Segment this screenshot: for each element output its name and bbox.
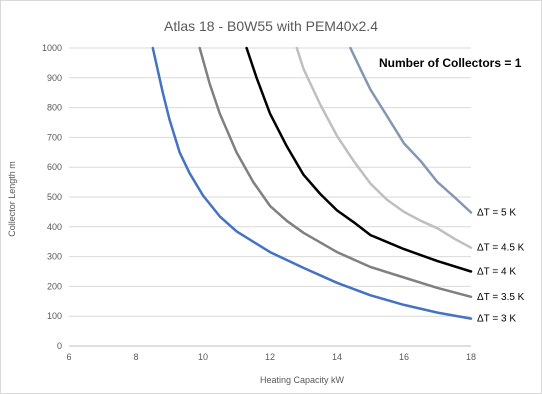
x-tick-label: 14 — [332, 352, 342, 362]
y-tick-label: 900 — [47, 73, 62, 83]
series-line-3 — [245, 46, 473, 273]
y-tick-label: 600 — [47, 162, 62, 172]
series-line-4 — [295, 46, 473, 249]
series-label-5: ΔT = 5 K — [477, 207, 516, 218]
y-tick-label: 500 — [47, 192, 62, 202]
gridlines — [69, 47, 471, 347]
y-axis-label: Collector Length m — [7, 161, 17, 237]
y-tick-label: 700 — [47, 132, 62, 142]
series-labels: ΔT = 3 K ΔT = 3.5 K ΔT = 4 K ΔT = 4.5 K ΔT =… — [477, 207, 525, 324]
y-tick-label: 1000 — [42, 43, 62, 53]
y-tick-label: 400 — [47, 222, 62, 232]
x-tick-labels: 6 8 10 12 14 16 18 — [66, 352, 476, 362]
chart-title: Atlas 18 - B0W55 with PEM40x2.4 — [164, 18, 378, 34]
y-tick-label: 300 — [47, 252, 62, 262]
x-tick-label: 8 — [133, 352, 138, 362]
x-tick-label: 10 — [198, 352, 208, 362]
x-tick-label: 18 — [466, 352, 476, 362]
series-label-4: ΔT = 4.5 K — [477, 243, 525, 254]
series-lines — [151, 46, 473, 320]
y-tick-label: 800 — [47, 103, 62, 113]
y-tick-labels: 0 100 200 300 400 500 600 700 800 900 1000 — [42, 43, 62, 351]
series-line-1 — [151, 46, 473, 320]
x-tick-label: 12 — [265, 352, 275, 362]
x-tick-label: 6 — [66, 352, 71, 362]
series-label-2: ΔT = 3.5 K — [477, 292, 525, 303]
y-tick-label: 0 — [57, 341, 62, 351]
collectors-annotation: Number of Collectors = 1 — [379, 56, 522, 70]
series-label-1: ΔT = 3 K — [477, 314, 516, 325]
series-line-5 — [349, 46, 473, 214]
series-line-2 — [198, 46, 473, 299]
series-label-3: ΔT = 4 K — [477, 267, 516, 278]
y-tick-label: 200 — [47, 281, 62, 291]
x-tick-label: 16 — [399, 352, 409, 362]
x-axis-label: Heating Capacity kW — [260, 375, 345, 385]
y-tick-label: 100 — [47, 311, 62, 321]
